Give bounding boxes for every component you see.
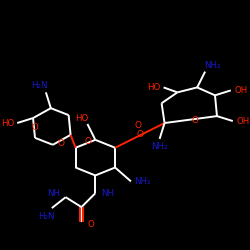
Text: H₂N: H₂N	[31, 81, 47, 90]
Text: NH₂: NH₂	[134, 177, 151, 186]
Text: O: O	[88, 220, 94, 230]
Text: O: O	[136, 130, 143, 140]
Text: NH₂: NH₂	[151, 142, 168, 151]
Text: OH: OH	[234, 86, 247, 95]
Text: NH₂: NH₂	[204, 61, 220, 70]
Text: NH: NH	[47, 189, 60, 198]
Text: O: O	[134, 120, 141, 130]
Text: HO: HO	[1, 118, 14, 128]
Text: NH: NH	[101, 189, 114, 198]
Text: O: O	[32, 124, 38, 132]
Text: H₂N: H₂N	[38, 212, 54, 222]
Text: OH: OH	[236, 116, 249, 126]
Text: HO: HO	[75, 114, 88, 122]
Text: HO: HO	[147, 83, 160, 92]
Text: O: O	[192, 116, 198, 124]
Text: O: O	[85, 137, 92, 146]
Text: O: O	[57, 139, 64, 148]
